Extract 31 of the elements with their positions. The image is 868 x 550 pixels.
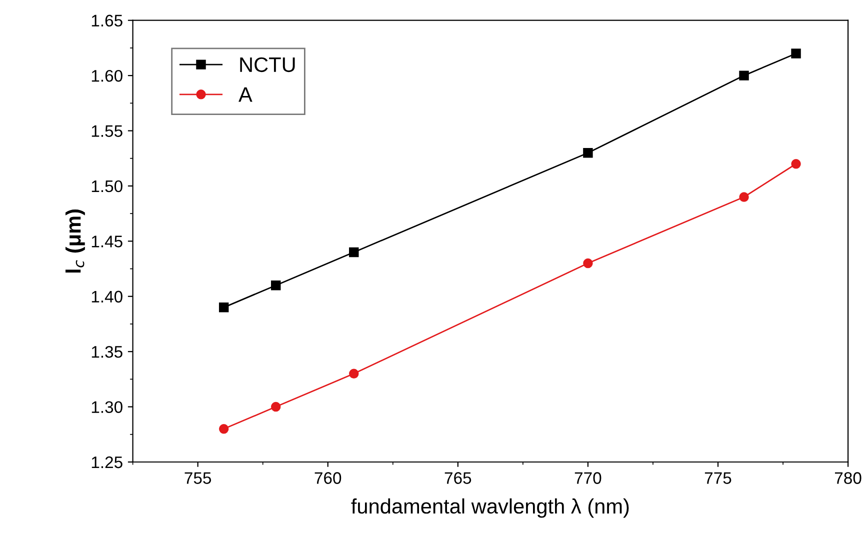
y-tick-label: 1.25 [92,456,122,468]
y-tick-label: 1.55 [92,125,122,137]
y-tick-label: 1.40 [92,290,122,303]
x-tick-label: 760 [314,472,342,484]
point [270,280,281,290]
x-tick-label: 755 [184,472,212,484]
point [349,247,359,258]
point [583,148,593,158]
point [349,368,359,379]
x-tick-label: 780 [834,472,862,484]
x-tick-label: 775 [704,472,732,484]
point [739,70,749,80]
y-axis-title: l$_{c}$ (μm) [66,210,85,273]
y-tick-label: 1.30 [92,401,122,413]
point [791,48,801,58]
y-tick-label: 1.65 [92,14,122,27]
y-tick-label: 1.50 [92,180,122,192]
point [739,192,749,202]
y-tick-label: 1.35 [92,346,122,358]
point [218,302,229,312]
y-tick-label: 1.60 [92,70,122,82]
point [270,402,281,412]
y-tick-label: 1.45 [92,236,122,248]
point [218,424,229,434]
x-axis-title: fundamental wavlength λ (nm) [351,498,629,518]
point [583,258,593,268]
legend-label: NCTU [240,57,295,72]
legend-label: A [238,87,252,102]
x-tick-label: 770 [574,472,602,484]
point [791,159,801,169]
x-tick-label: 765 [444,472,472,484]
